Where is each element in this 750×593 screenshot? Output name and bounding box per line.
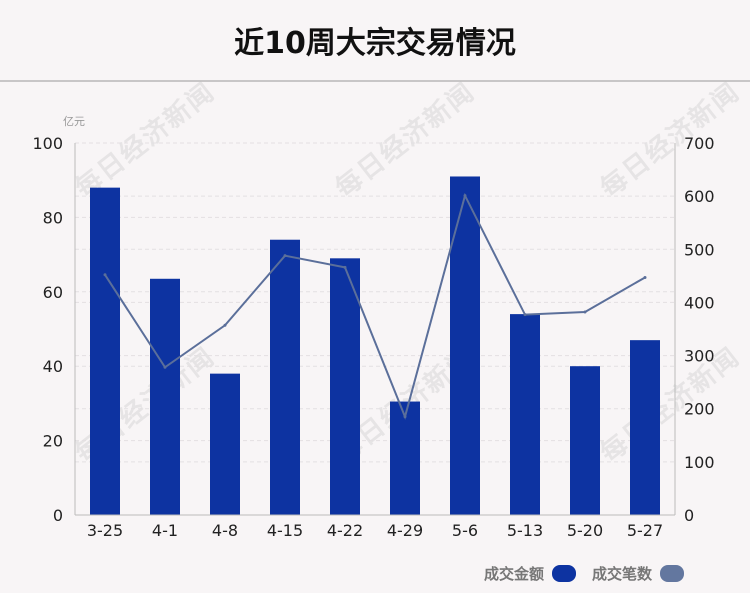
y-left-tick-label: 20 xyxy=(43,432,63,451)
line-point xyxy=(103,273,107,277)
x-tick-label: 4-8 xyxy=(212,521,238,540)
y-left-tick-label: 100 xyxy=(32,134,63,153)
series-line xyxy=(104,192,646,420)
y-right-tick-label: 300 xyxy=(684,347,715,366)
x-tick-label: 5-20 xyxy=(567,521,603,540)
y-right-tick-label: 200 xyxy=(684,400,715,419)
y-right-tick-label: 400 xyxy=(684,293,715,312)
y-left-tick-label: 80 xyxy=(43,208,63,227)
legend-label-bars: 成交金额 xyxy=(483,565,544,583)
y-left-tick-label: 40 xyxy=(43,357,63,376)
line-point xyxy=(283,254,287,258)
line-point xyxy=(223,323,227,327)
legend-item-line[interactable]: 成交笔数 xyxy=(592,563,684,584)
y-left-tick-label: 60 xyxy=(43,283,63,302)
x-tick-label: 4-22 xyxy=(327,521,363,540)
y-right-tick-label: 500 xyxy=(684,240,715,259)
bar xyxy=(210,373,240,515)
bar xyxy=(150,278,180,515)
legend-swatch-bars xyxy=(551,565,576,582)
legend-swatch-line xyxy=(660,565,684,582)
bar xyxy=(90,187,120,515)
chart-title: 近10周大宗交易情况 xyxy=(234,26,516,61)
legend: 成交金额 成交笔数 xyxy=(484,563,684,584)
bar xyxy=(450,176,480,516)
bar xyxy=(570,366,600,515)
title-divider xyxy=(0,80,750,82)
x-tick-label: 5-13 xyxy=(507,521,543,540)
y-left-tick-label: 0 xyxy=(53,506,63,525)
bar xyxy=(630,340,660,515)
y-right-tick-label: 100 xyxy=(684,453,715,472)
x-tick-label: 4-29 xyxy=(387,521,423,540)
line-point xyxy=(523,313,527,317)
line-point xyxy=(463,194,467,198)
x-tick-label: 4-1 xyxy=(152,521,178,540)
bar xyxy=(390,401,420,515)
y-right-tick-label: 700 xyxy=(684,134,715,153)
bar xyxy=(330,258,360,515)
line-point xyxy=(403,415,407,419)
y-left-unit-label: 亿元 xyxy=(63,115,85,128)
x-tick-label: 5-27 xyxy=(627,521,663,540)
line-series xyxy=(103,192,647,420)
bar xyxy=(270,239,300,515)
bar-series xyxy=(90,176,660,516)
x-tick-label: 4-15 xyxy=(267,521,303,540)
line-point xyxy=(343,265,347,269)
x-tick-label: 5-6 xyxy=(452,521,478,540)
y-right-tick-label: 600 xyxy=(684,187,715,206)
axes: 0 20 40 60 80 100 0 100 200 300 400 500 600 700 3-25 4-… xyxy=(32,134,714,540)
legend-item-bars[interactable]: 成交金额 xyxy=(484,563,576,584)
line-point xyxy=(163,365,167,369)
line-point xyxy=(583,310,587,314)
line-point xyxy=(643,275,647,279)
bar xyxy=(510,314,540,515)
legend-label-line: 成交笔数 xyxy=(591,565,652,583)
x-tick-label: 3-25 xyxy=(87,521,123,540)
y-right-tick-label: 0 xyxy=(684,506,694,525)
